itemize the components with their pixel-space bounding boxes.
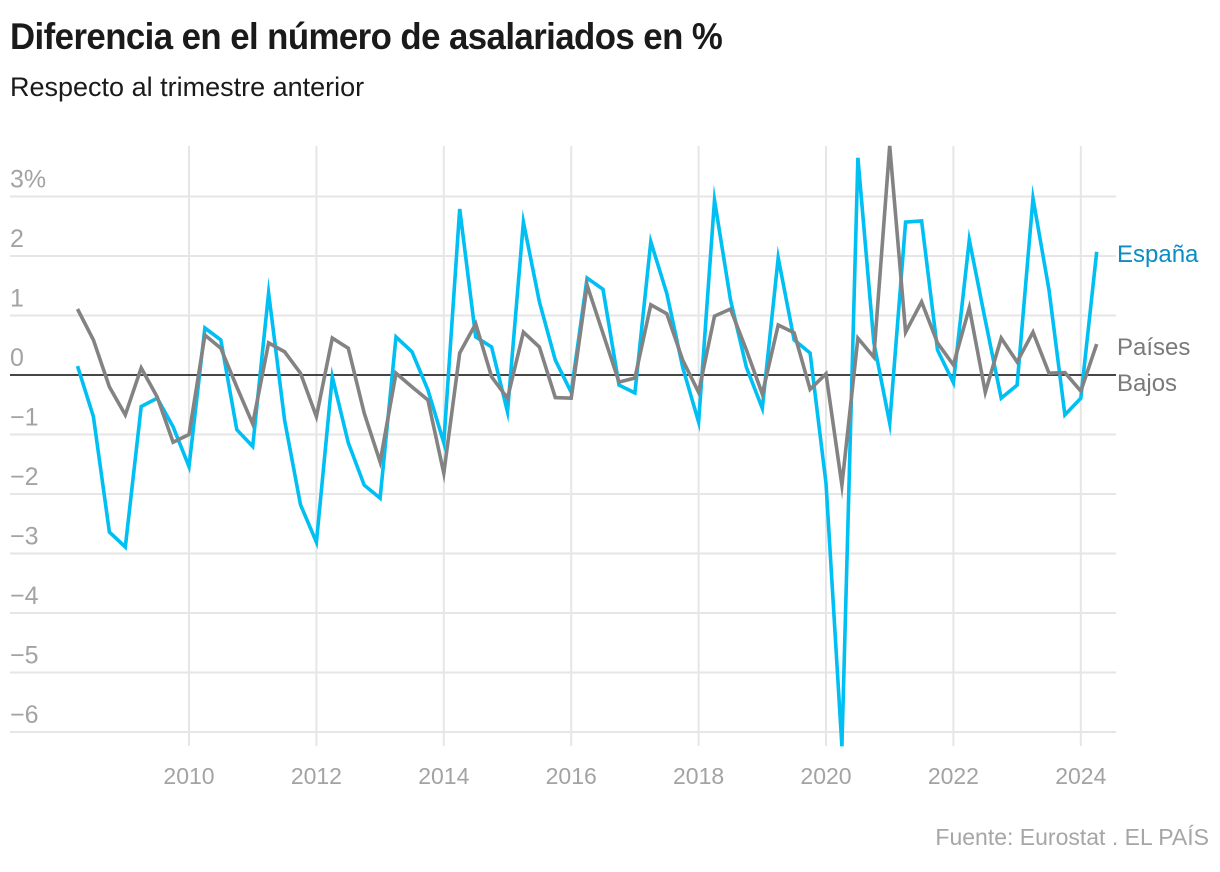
chart-subtitle: Respecto al trimestre anterior: [10, 72, 365, 102]
y-axis-tick-labels: 3% 2 1 0 −1 −2 −3 −4 −5 −6: [10, 166, 46, 730]
x-tick-label: 2024: [1055, 763, 1106, 789]
y-tick-label: 2: [10, 225, 24, 253]
x-tick-label: 2022: [928, 763, 979, 789]
y-tick-label: 1: [10, 285, 24, 313]
y-tick-label: 3%: [10, 166, 46, 194]
x-tick-label: 2010: [163, 763, 214, 789]
series-labels: España Países Bajos: [1117, 241, 1199, 397]
x-tick-label: 2020: [800, 763, 851, 789]
series-lines: [75, 145, 1099, 747]
chart-title: Diferencia en el número de asalariados e…: [10, 16, 723, 57]
y-tick-label: −2: [10, 463, 39, 491]
series-label-paises-bajos: Países: [1117, 334, 1190, 361]
y-tick-label: 0: [10, 344, 24, 372]
x-axis-tick-labels: 2010 2012 2014 2016 2018 2020 2022 2024: [163, 763, 1106, 789]
series-label-paises-bajos: Bajos: [1117, 370, 1177, 397]
y-tick-label: −1: [10, 404, 39, 432]
series-label-espana: España: [1117, 241, 1199, 268]
y-tick-label: −3: [10, 523, 39, 551]
y-tick-label: −5: [10, 642, 39, 670]
y-tick-label: −6: [10, 701, 39, 729]
vertical-gridlines: [188, 146, 1082, 746]
x-tick-label: 2018: [673, 763, 724, 789]
series-line-paises-bajos: [75, 145, 1099, 500]
series-line-espana: [75, 157, 1099, 747]
source-note: Fuente: Eurostat . EL PAÍS: [935, 824, 1209, 850]
y-tick-label: −4: [10, 582, 39, 610]
x-tick-label: 2012: [291, 763, 342, 789]
x-tick-label: 2016: [546, 763, 597, 789]
x-tick-label: 2014: [418, 763, 469, 789]
horizontal-gridlines: [10, 195, 1116, 733]
